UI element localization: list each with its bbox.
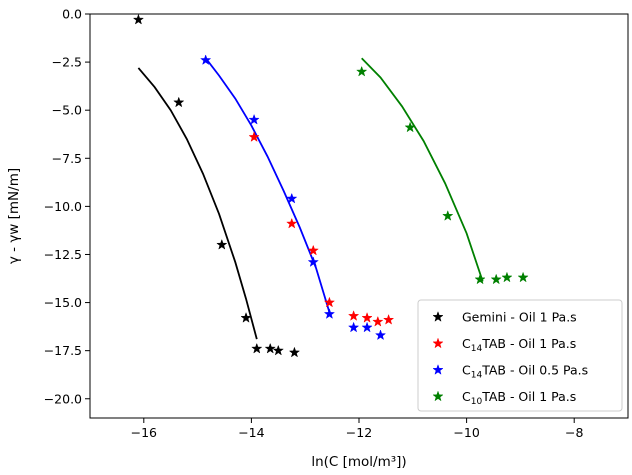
- data-point-series-1-7: [382, 313, 395, 325]
- y-tick-label: −17.5: [44, 343, 82, 358]
- x-tick-label: −10: [453, 425, 479, 440]
- y-tick-label: −12.5: [44, 247, 82, 262]
- y-tick-label: −15.0: [44, 295, 82, 310]
- y-tick-label: −7.5: [52, 151, 82, 166]
- legend-box: [417, 299, 623, 412]
- data-point-series-1-0: [248, 131, 260, 142]
- x-axis-ticks: −16 −14 −12 −10 −8: [131, 418, 583, 440]
- data-point-series-3-2: [442, 210, 454, 221]
- data-point-series-0-4: [251, 342, 263, 354]
- data-point-series-3-5: [501, 271, 513, 283]
- legend-label-0: Gemini - Oil 1 Pa.s: [462, 310, 577, 325]
- legend-marker-2: [432, 364, 444, 375]
- legend: Gemini - Oil 1 Pa.s C14TAB - Oil 1 Pa.s C1…: [417, 299, 623, 412]
- data-point-series-1-4: [347, 310, 360, 321]
- y-tick-label: −2.5: [52, 55, 82, 70]
- y-tick-label: −5.0: [52, 103, 82, 118]
- data-point-series-0-5: [264, 342, 276, 354]
- data-point-series-1-5: [361, 312, 373, 323]
- x-tick-label: −12: [346, 425, 372, 440]
- y-axis-ticks: 0.0 −2.5 −5.0 −7.5 −10.0 −12.5 −15.0 −17.5 −20.0: [44, 7, 90, 406]
- data-point-series-1-1: [286, 217, 298, 229]
- data-point-series-2-0: [200, 54, 212, 65]
- x-axis-label: ln(C [mol/m³]): [311, 454, 406, 470]
- data-point-series-2-7: [374, 329, 387, 341]
- data-point-series-2-6: [361, 321, 373, 333]
- data-point-series-0-0: [132, 13, 145, 25]
- x-tick-label: −8: [565, 425, 583, 440]
- data-markers: [132, 13, 529, 358]
- fit-line-series-0: [137, 67, 258, 340]
- legend-label-3: C10TAB - Oil 1 Pa.s: [462, 389, 576, 407]
- legend-label-2: C14TAB - Oil 0.5 Pa.s: [462, 363, 588, 381]
- data-point-series-3-4: [490, 273, 502, 285]
- data-point-series-0-6: [272, 344, 284, 356]
- data-point-series-3-6: [517, 271, 529, 283]
- data-point-series-3-0: [356, 65, 368, 77]
- data-point-series-2-1: [248, 113, 260, 125]
- legend-label-1: C14TAB - Oil 1 Pa.s: [462, 336, 576, 354]
- y-tick-label: −20.0: [44, 391, 82, 406]
- y-tick-label: 0.0: [62, 7, 82, 22]
- x-tick-label: −14: [238, 425, 264, 440]
- data-point-series-3-3: [474, 273, 486, 285]
- data-point-series-1-3: [323, 296, 336, 308]
- fit-line-series-3: [361, 57, 484, 282]
- data-point-series-2-2: [286, 192, 298, 204]
- data-point-series-1-2: [307, 244, 319, 256]
- data-point-series-2-5: [347, 321, 360, 333]
- y-tick-label: −10.0: [44, 199, 82, 214]
- data-point-series-0-2: [216, 238, 228, 250]
- y-axis-label: γ - γw [mN/m]: [6, 168, 22, 264]
- data-point-series-0-1: [173, 96, 185, 108]
- legend-marker-0: [432, 311, 444, 322]
- legend-marker-3: [432, 390, 444, 402]
- data-point-series-3-1: [404, 121, 416, 133]
- data-point-series-0-7: [288, 346, 301, 358]
- x-tick-label: −16: [131, 425, 157, 440]
- data-point-series-1-6: [372, 315, 384, 327]
- data-point-series-2-3: [307, 256, 319, 267]
- data-point-series-2-4: [323, 308, 336, 319]
- data-point-series-0-3: [240, 312, 252, 323]
- legend-marker-1: [432, 337, 444, 349]
